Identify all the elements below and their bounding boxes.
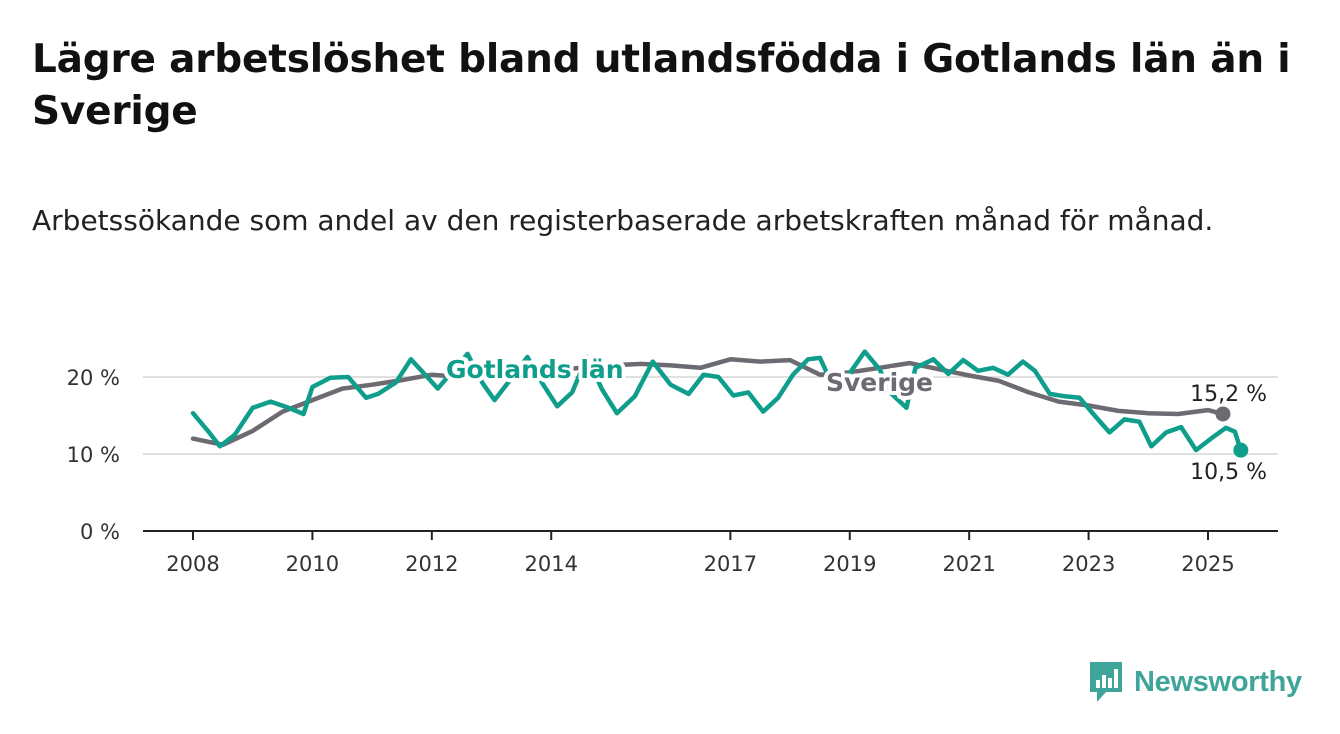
x-tick-label: 2021 (942, 552, 995, 576)
x-tick-label: 2012 (405, 552, 458, 576)
x-tick-label: 2019 (823, 552, 876, 576)
chart-title: Lägre arbetslöshet bland utlandsfödda i … (32, 37, 1291, 134)
series-layer (190, 349, 1249, 458)
x-tick-label: 2023 (1062, 552, 1115, 576)
label-layer: 15,2 % 10,5 % Gotlands län Sverige (442, 351, 1267, 485)
brand-logo: Newsworthy (1088, 660, 1302, 704)
series-line-gotlands-lan (190, 349, 1244, 453)
series-end-marker (1233, 442, 1249, 458)
series-name-label: Gotlands län (446, 355, 624, 384)
y-tick-label: 10 % (67, 443, 120, 467)
series-end-marker (1215, 406, 1231, 422)
grid-layer: 0 % 10 % 20 % 2008 2010 2012 2014 2017 2019 2021 2… (67, 366, 1278, 576)
series-end-value-label: 15,2 % (1190, 382, 1267, 407)
chart-subtitle: Arbetssökande som andel av den registerb… (32, 204, 1214, 237)
x-tick-label: 2010 (286, 552, 339, 576)
y-tick-label: 0 % (80, 520, 120, 544)
series-end-value-label: 10,5 % (1190, 460, 1267, 485)
y-tick-label: 20 % (67, 366, 120, 390)
newsworthy-logo-icon (1090, 662, 1122, 702)
series-line-sverige (190, 357, 1226, 448)
x-tick-label: 2025 (1181, 552, 1234, 576)
x-tick-label: 2017 (704, 552, 757, 576)
brand-name: Newsworthy (1134, 665, 1302, 698)
series-name-label: Sverige (826, 368, 933, 397)
x-tick-label: 2014 (525, 552, 578, 576)
x-tick-label: 2008 (166, 552, 219, 576)
